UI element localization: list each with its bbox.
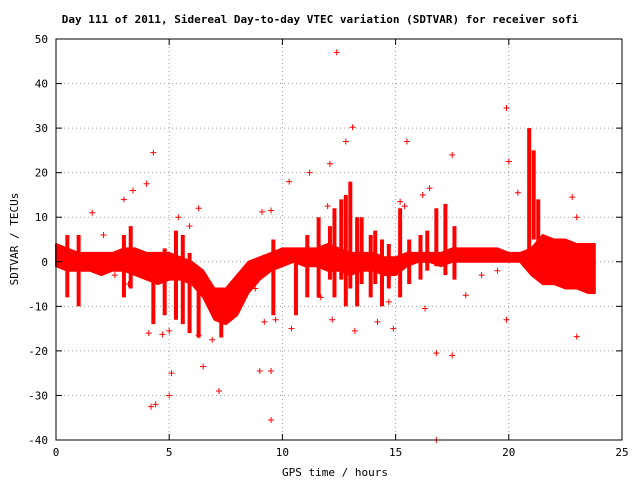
y-tick-label: 50: [35, 33, 48, 46]
data-point: [111, 272, 118, 279]
y-axis-label: SDTVAR / TECUs: [8, 193, 21, 286]
y-tick-label: -20: [28, 345, 48, 358]
data-point: [342, 138, 349, 145]
data-point: [166, 327, 173, 334]
x-tick-label: 0: [53, 446, 60, 459]
data-point: [256, 367, 263, 374]
data-point: [419, 191, 426, 198]
data-point: [401, 203, 408, 210]
data-point: [494, 267, 501, 274]
y-tick-label: 40: [35, 78, 48, 91]
data-point: [186, 223, 193, 230]
data-point: [150, 149, 157, 156]
data-point: [385, 298, 392, 305]
data-point: [374, 318, 381, 325]
data-point: [462, 292, 469, 299]
axis-ticks: [55, 38, 623, 441]
data-point: [514, 189, 521, 196]
plot-frame: [55, 38, 623, 441]
data-point: [324, 203, 331, 210]
data-point: [326, 160, 333, 167]
data-point: [539, 258, 546, 265]
data-point: [286, 178, 293, 185]
x-tick-label: 20: [502, 446, 515, 459]
data-point: [288, 325, 295, 332]
data-point: [145, 330, 152, 337]
data-point: [216, 387, 223, 394]
data-point: [573, 214, 580, 221]
x-tick-label: 15: [389, 446, 402, 459]
data-point: [573, 333, 580, 340]
data-point: [268, 207, 275, 214]
data-point: [449, 151, 456, 158]
y-tick-label: -40: [28, 434, 48, 447]
data-point: [503, 105, 510, 112]
x-tick-label: 5: [166, 446, 173, 459]
data-point: [129, 187, 136, 194]
data-point: [252, 285, 259, 292]
chart-title: Day 111 of 2011, Sidereal Day-to-day VTE…: [62, 13, 579, 26]
x-tick-label: 25: [615, 446, 628, 459]
y-tick-label: -30: [28, 389, 48, 402]
data-point: [100, 232, 107, 239]
data-point: [168, 370, 175, 377]
x-axis-label: GPS time / hours: [282, 466, 388, 479]
data-point: [195, 205, 202, 212]
data-point: [268, 416, 275, 423]
data-point: [143, 180, 150, 187]
data-point: [422, 305, 429, 312]
data-point: [569, 194, 576, 201]
data-point: [329, 316, 336, 323]
y-tick-label: 0: [41, 256, 48, 269]
data-point: [317, 294, 324, 301]
data-point: [148, 403, 155, 410]
data-point: [259, 208, 266, 215]
data-point: [89, 209, 96, 216]
data-point: [478, 272, 485, 279]
data-band: [55, 234, 596, 326]
data-point: [261, 318, 268, 325]
y-tick-label: -10: [28, 300, 48, 313]
y-tick-label: 10: [35, 211, 48, 224]
data-point: [505, 158, 512, 165]
data-point: [333, 49, 340, 56]
data-point: [195, 332, 202, 339]
data-point: [433, 350, 440, 357]
data-point: [209, 336, 216, 343]
data-point: [272, 316, 279, 323]
tick-labels: 0 5 10 15 20 25 50 40 30 20 10 0 -10 -20 -30 -40: [28, 33, 629, 459]
data-point: [152, 401, 159, 408]
data-point: [200, 363, 207, 370]
data-points: [55, 49, 596, 443]
data-point: [175, 214, 182, 221]
data-point: [503, 316, 510, 323]
data-point: [268, 367, 275, 374]
data-point: [306, 169, 313, 176]
data-point: [120, 196, 127, 203]
data-point: [349, 124, 356, 131]
data-point: [426, 185, 433, 192]
data-point: [397, 198, 404, 205]
data-point: [125, 281, 132, 288]
data-point: [403, 138, 410, 145]
data-point: [449, 352, 456, 359]
grid-lines: [56, 39, 622, 440]
y-tick-label: 20: [35, 167, 48, 180]
x-tick-label: 10: [276, 446, 289, 459]
data-point: [390, 325, 397, 332]
data-point: [351, 327, 358, 334]
data-point: [159, 331, 166, 338]
data-point: [166, 392, 173, 399]
y-tick-label: 30: [35, 122, 48, 135]
